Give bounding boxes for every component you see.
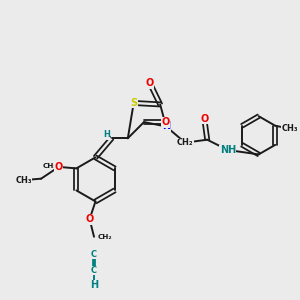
Text: CH₃: CH₃ (282, 124, 298, 133)
Text: O: O (55, 162, 63, 172)
Text: C: C (91, 266, 97, 275)
Text: CH₂: CH₂ (98, 234, 112, 240)
Text: H: H (103, 130, 110, 139)
Text: O: O (85, 214, 94, 224)
Text: CH₂: CH₂ (177, 138, 194, 147)
Text: O: O (146, 78, 154, 88)
Text: CH₂: CH₂ (43, 163, 57, 169)
Text: NH: NH (220, 145, 236, 155)
Text: O: O (161, 117, 169, 127)
Text: H: H (90, 280, 98, 290)
Text: S: S (130, 98, 137, 108)
Text: CH₃: CH₃ (15, 176, 32, 184)
Text: N: N (162, 122, 170, 131)
Text: O: O (200, 113, 208, 124)
Text: C: C (91, 250, 97, 259)
